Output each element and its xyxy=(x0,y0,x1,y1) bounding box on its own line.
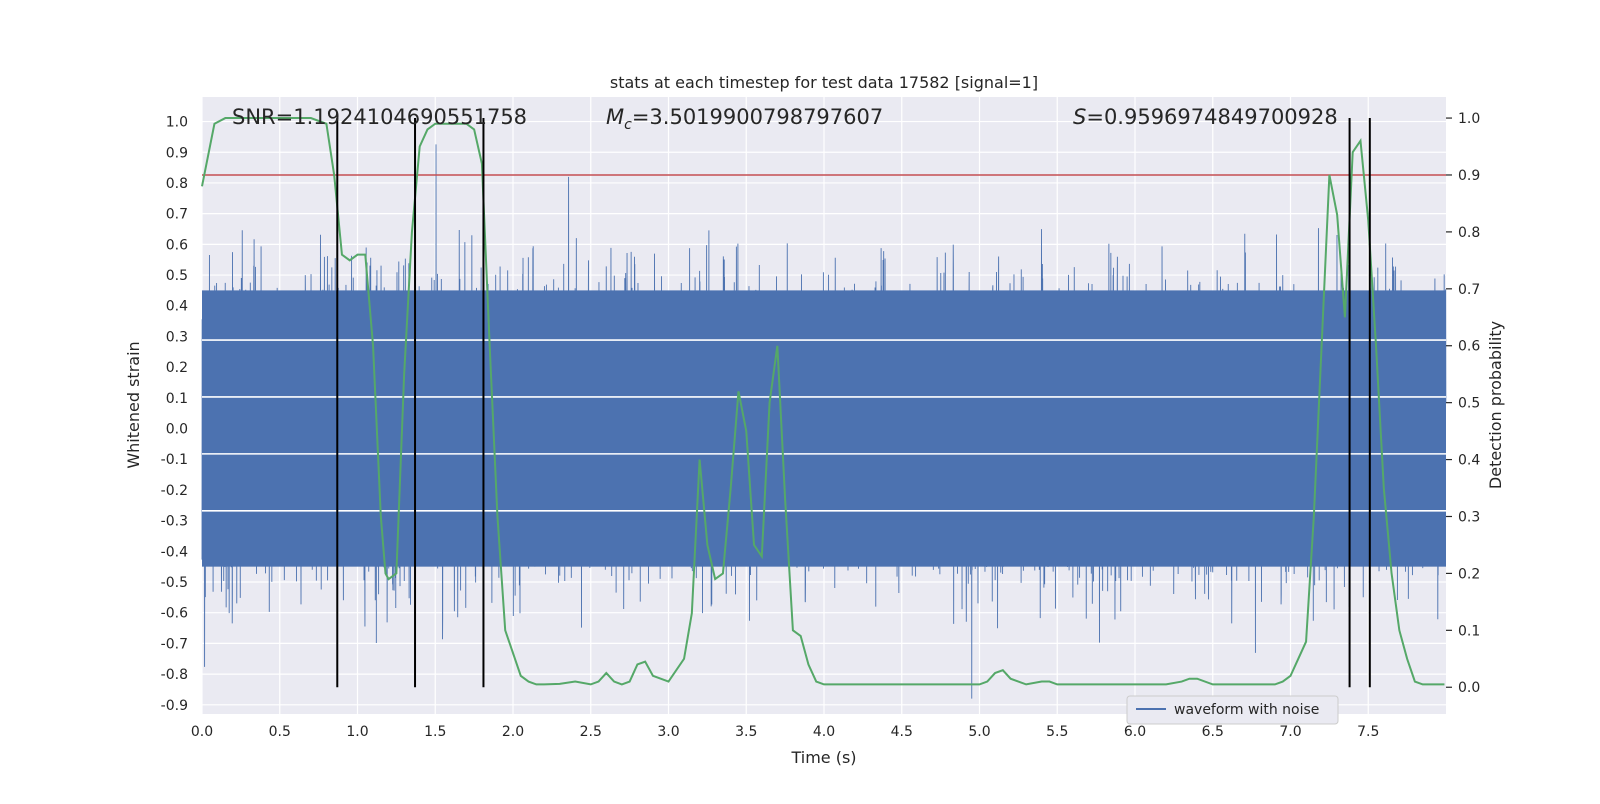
x-tick-label: 6.5 xyxy=(1202,724,1224,740)
x-tick-label: 2.0 xyxy=(502,724,524,740)
y2-tick-label: 0.3 xyxy=(1458,509,1480,525)
y-tick-label: 0.1 xyxy=(166,391,188,407)
y2-tick-label: 0.9 xyxy=(1458,168,1480,184)
y-tick-label: 0.4 xyxy=(166,299,188,315)
y-tick-label: -0.9 xyxy=(161,698,188,714)
y2-tick-label: 1.0 xyxy=(1458,111,1480,127)
y-tick-label: 1.0 xyxy=(166,115,188,131)
x-tick-label: 1.5 xyxy=(424,724,446,740)
x-tick-label: 7.0 xyxy=(1279,724,1301,740)
mc-subscript: c xyxy=(624,117,632,133)
y2-axis-label: Detection probability xyxy=(1486,321,1505,489)
y2-tick-label: 0.7 xyxy=(1458,282,1480,298)
y-tick-label: -0.7 xyxy=(161,636,188,652)
legend-box xyxy=(1126,695,1339,725)
x-tick-label: 3.5 xyxy=(735,724,757,740)
x-tick-label: 3.0 xyxy=(657,724,679,740)
legend-label: waveform with noise xyxy=(1174,702,1319,718)
y2-tick-label: 0.1 xyxy=(1458,623,1480,639)
y-tick-label: -0.5 xyxy=(161,575,188,591)
y-tick-label: 0.2 xyxy=(166,360,188,376)
chart-title: stats at each timestep for test data 175… xyxy=(610,73,1038,92)
mc-symbol: M xyxy=(606,105,624,129)
y-tick-label: 0.0 xyxy=(166,422,188,438)
x-tick-label: 5.0 xyxy=(968,724,990,740)
y2-tick-label: 0.5 xyxy=(1458,396,1480,412)
y-tick-label: -0.3 xyxy=(161,514,188,530)
white-reference-lines xyxy=(202,339,1446,512)
y2-tick-label: 0.6 xyxy=(1458,339,1480,355)
y-axis-label: Whitened strain xyxy=(124,341,143,468)
y-tick-label: 0.3 xyxy=(166,329,188,345)
annotation-snr: SNR=1.1924104690551758 xyxy=(232,105,527,129)
x-tick-label: 2.5 xyxy=(580,724,602,740)
y-tick-label: 0.6 xyxy=(166,237,188,253)
x-axis-label: Time (s) xyxy=(790,748,856,767)
axes: 0.0 0.5 1.0 1.5 2.0 2.5 3.0 3.5 4.0 4.5 5.0 5.5 6.0 6… xyxy=(161,111,1481,740)
annotation-s-score: S=0.9596974849700928 xyxy=(1073,105,1338,129)
x-tick-label: 1.0 xyxy=(346,724,368,740)
y-tick-label: 0.5 xyxy=(166,268,188,284)
x-tick-label: 4.0 xyxy=(813,724,835,740)
y2-tick-label: 0.8 xyxy=(1458,225,1480,241)
vertical-markers xyxy=(336,118,1371,688)
detection-probability-series xyxy=(201,117,1446,686)
waveform-core-band xyxy=(202,290,1446,567)
y-tick-label: 0.8 xyxy=(166,176,188,192)
annotation-chirp-mass: Mc=3.5019900798797607 xyxy=(606,105,883,133)
s-symbol: S xyxy=(1073,105,1086,129)
x-tick-label: 5.5 xyxy=(1046,724,1068,740)
x-tick-label: 7.5 xyxy=(1357,724,1379,740)
y-tick-label: -0.6 xyxy=(161,606,188,622)
y2-tick-label: 0.4 xyxy=(1458,453,1480,469)
s-value: =0.9596974849700928 xyxy=(1086,105,1337,129)
waveform-series xyxy=(201,144,1447,699)
x-tick-label: 4.5 xyxy=(891,724,913,740)
y-tick-label: -0.4 xyxy=(161,544,188,560)
legend: waveform with noise xyxy=(1126,695,1339,725)
y-tick-label: -0.2 xyxy=(161,483,188,499)
x-tick-label: 0.5 xyxy=(269,724,291,740)
mc-value: =3.5019900798797607 xyxy=(632,105,883,129)
y2-tick-label: 0.0 xyxy=(1458,680,1480,696)
y-tick-label: 0.7 xyxy=(166,207,188,223)
y2-tick-label: 0.2 xyxy=(1458,566,1480,582)
x-tick-label: 6.0 xyxy=(1124,724,1146,740)
x-tick-label: 0.0 xyxy=(191,724,213,740)
detection-probability-line xyxy=(201,117,1445,686)
y-tick-label: -0.8 xyxy=(161,667,188,683)
y-tick-label: -0.1 xyxy=(161,452,188,468)
y-tick-label: 0.9 xyxy=(166,145,188,161)
